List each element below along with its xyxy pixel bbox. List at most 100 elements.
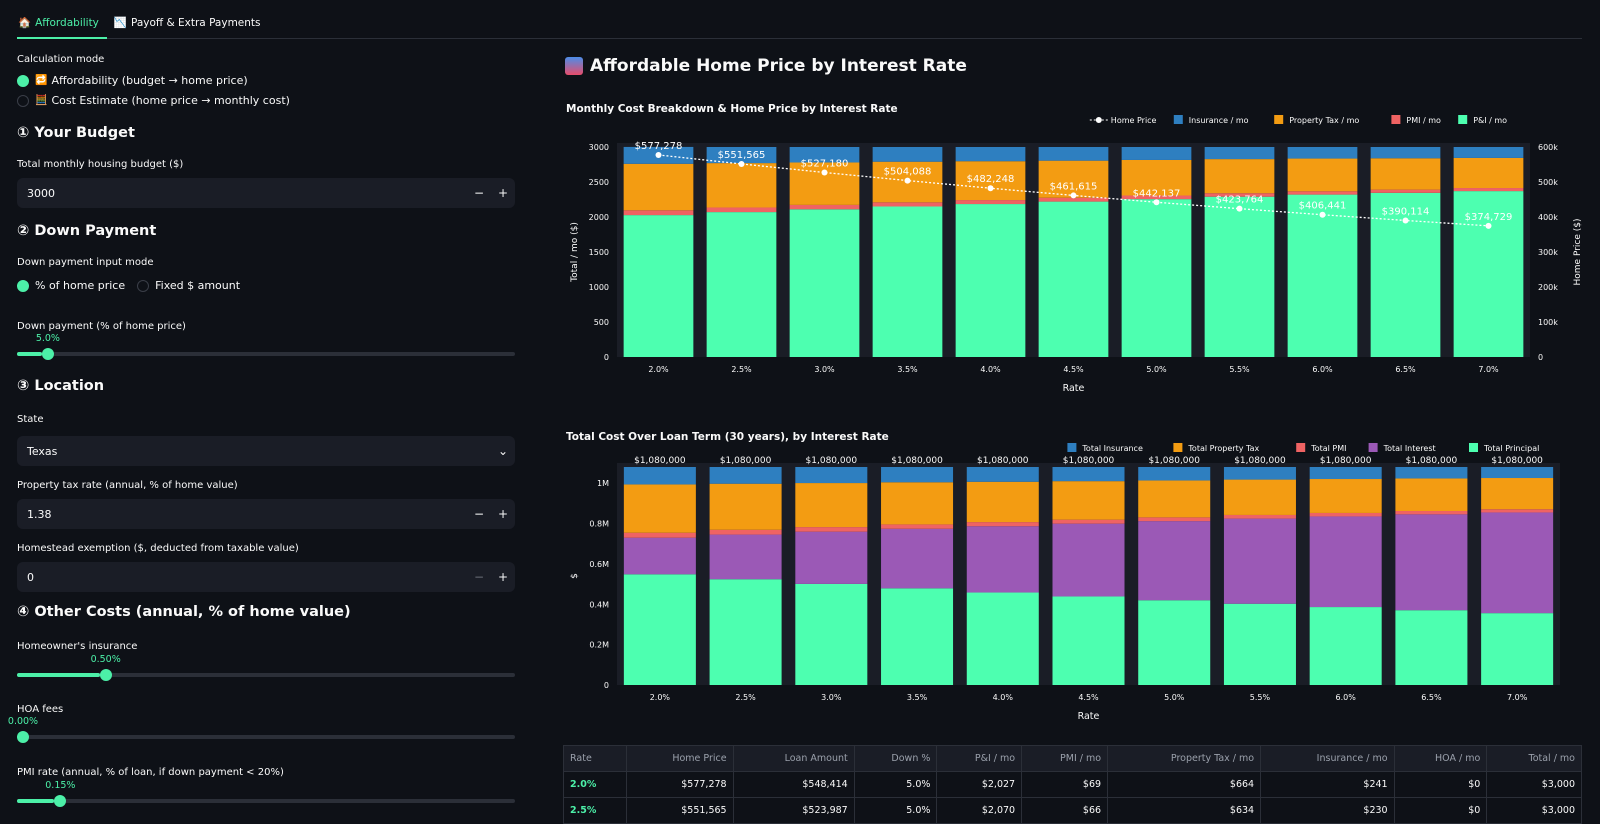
state-value: Texas xyxy=(27,444,58,458)
table-header-cell[interactable]: Property Tax / mo xyxy=(1107,745,1262,772)
slider-handle[interactable] xyxy=(41,348,54,360)
tax-value[interactable]: 1.38 xyxy=(27,507,52,521)
radio-indicator[interactable] xyxy=(17,74,29,87)
bar-chart-icon xyxy=(565,57,583,75)
home-price-label: $551,565 xyxy=(718,150,766,161)
bar-segment xyxy=(1038,160,1109,198)
bar-segment xyxy=(1481,509,1554,513)
table-header-cell[interactable]: Down % xyxy=(853,745,938,772)
bar-segment xyxy=(1481,613,1554,685)
down-slider-label: Down payment (% of home price) xyxy=(17,321,186,332)
decrement-button[interactable]: − xyxy=(473,186,485,200)
radio-fixed-indicator[interactable] xyxy=(137,279,150,292)
down-payment-slider[interactable]: 5.0% xyxy=(17,333,515,360)
table-cell: 5.0% xyxy=(853,797,938,824)
bar-segment xyxy=(1138,517,1211,522)
y2-tick-label: 300k xyxy=(1538,248,1558,257)
slider-handle[interactable] xyxy=(17,731,29,743)
table-header-cell[interactable]: P&I / mo xyxy=(936,745,1023,772)
budget-value[interactable]: 3000 xyxy=(27,186,55,200)
decrement-button[interactable]: − xyxy=(473,507,485,521)
homestead-value[interactable]: 0 xyxy=(27,570,34,584)
slider-fill xyxy=(17,799,55,803)
chevron-down-icon[interactable]: ⌄ xyxy=(497,444,509,458)
radio-percent[interactable]: % of home price Fixed $ amount xyxy=(17,279,240,292)
x-tick-label: 4.5% xyxy=(1063,365,1084,374)
bar-segment xyxy=(709,579,782,685)
table-cell: $577,278 xyxy=(625,771,734,798)
bar-segment xyxy=(955,200,1026,205)
y2-tick-label: 500k xyxy=(1538,178,1558,187)
decrement-button[interactable]: − xyxy=(473,570,485,584)
x-tick-label: 4.0% xyxy=(980,365,1001,374)
chart2-title: Total Cost Over Loan Term (30 years), by… xyxy=(566,431,889,443)
bar-segment xyxy=(1370,147,1441,159)
x-tick-label: 2.0% xyxy=(650,693,671,702)
radio-indicator[interactable] xyxy=(17,94,29,107)
tab-affordability[interactable]: 🏠 Affordability xyxy=(17,12,107,39)
bar-segment xyxy=(1038,201,1109,357)
table-header-cell[interactable]: HOA / mo xyxy=(1393,745,1488,772)
home-price-point xyxy=(1402,217,1409,224)
table-header-cell[interactable]: Home Price xyxy=(625,745,734,772)
state-select[interactable]: Texas ⌄ xyxy=(17,436,515,466)
legend-swatch xyxy=(1067,443,1077,452)
table-cell: $69 xyxy=(1021,771,1109,798)
tax-input[interactable]: 1.38 − + xyxy=(17,499,515,529)
down-mode-label: Down payment input mode xyxy=(17,257,154,268)
table-cell: $2,027 xyxy=(936,771,1023,798)
home-price-label: $406,441 xyxy=(1299,201,1347,212)
slider-handle[interactable] xyxy=(54,795,67,807)
bar-segment xyxy=(709,529,782,535)
bar-segment xyxy=(1223,479,1296,515)
home-price-label: $423,764 xyxy=(1216,195,1264,206)
y-axis-label: $ xyxy=(570,573,580,579)
house-icon: 🏠 xyxy=(18,17,32,29)
legend-swatch xyxy=(1469,443,1478,452)
increment-button[interactable]: + xyxy=(497,570,509,584)
radio-affordability[interactable]: 🔁 Affordability (budget → home price) xyxy=(17,74,248,87)
radio-label: Affordability (budget → home price) xyxy=(51,74,248,87)
radio-cost-estimate[interactable]: 🧮 Cost Estimate (home price → monthly co… xyxy=(17,94,290,107)
table-header-cell[interactable]: Rate xyxy=(563,745,627,772)
x-tick-label: 2.5% xyxy=(735,693,756,702)
tab-payoff[interactable]: 📉 Payoff & Extra Payments xyxy=(113,12,269,39)
table-cell: $0 xyxy=(1393,771,1488,798)
home-price-point xyxy=(1236,205,1243,212)
insurance-slider[interactable]: 0.50% xyxy=(17,654,515,681)
bar-segment xyxy=(1204,147,1275,160)
bar-segment xyxy=(1287,147,1358,159)
table-header-cell[interactable]: Total / mo xyxy=(1486,745,1582,772)
chart-down-icon: 📉 xyxy=(113,17,127,29)
bar-segment xyxy=(1121,147,1192,160)
table-body: 2.0% $577,278 $548,414 5.0% $2,027 $69 $664 $24… xyxy=(563,771,1582,824)
bar-segment xyxy=(1287,158,1358,192)
home-price-label: $442,137 xyxy=(1133,188,1181,199)
radio-label-fixed[interactable]: Fixed $ amount xyxy=(155,279,241,292)
table-header-cell[interactable]: PMI / mo xyxy=(1021,745,1109,772)
radio-label: Cost Estimate (home price → monthly cost… xyxy=(51,94,290,107)
radio-indicator[interactable] xyxy=(17,279,29,292)
bar-segment xyxy=(623,484,696,533)
x-tick-label: 6.5% xyxy=(1421,693,1442,702)
table-header-cell[interactable]: Loan Amount xyxy=(732,745,855,772)
bar-segment xyxy=(1370,158,1441,190)
bar-segment xyxy=(1121,195,1192,200)
bar-segment xyxy=(881,588,954,685)
hoa-slider[interactable]: 0.00% xyxy=(8,716,515,743)
homestead-label: Homestead exemption ($, deducted from ta… xyxy=(17,543,299,554)
increment-button[interactable]: + xyxy=(497,186,509,200)
bar-segment xyxy=(795,531,868,584)
budget-input[interactable]: 3000 − + xyxy=(17,178,515,208)
bar-segment xyxy=(706,207,777,213)
pmi-slider[interactable]: 0.15% xyxy=(17,780,515,807)
bar-segment xyxy=(1052,467,1125,482)
home-price-point xyxy=(655,151,662,158)
homestead-input[interactable]: 0 − + xyxy=(17,562,515,592)
slider-handle[interactable] xyxy=(99,669,112,681)
table-header-cell[interactable]: Insurance / mo xyxy=(1260,745,1395,772)
table-cell: 5.0% xyxy=(853,771,938,798)
increment-button[interactable]: + xyxy=(497,507,509,521)
bar-segment xyxy=(709,534,782,580)
y-tick-label: 0.2M xyxy=(589,641,609,650)
